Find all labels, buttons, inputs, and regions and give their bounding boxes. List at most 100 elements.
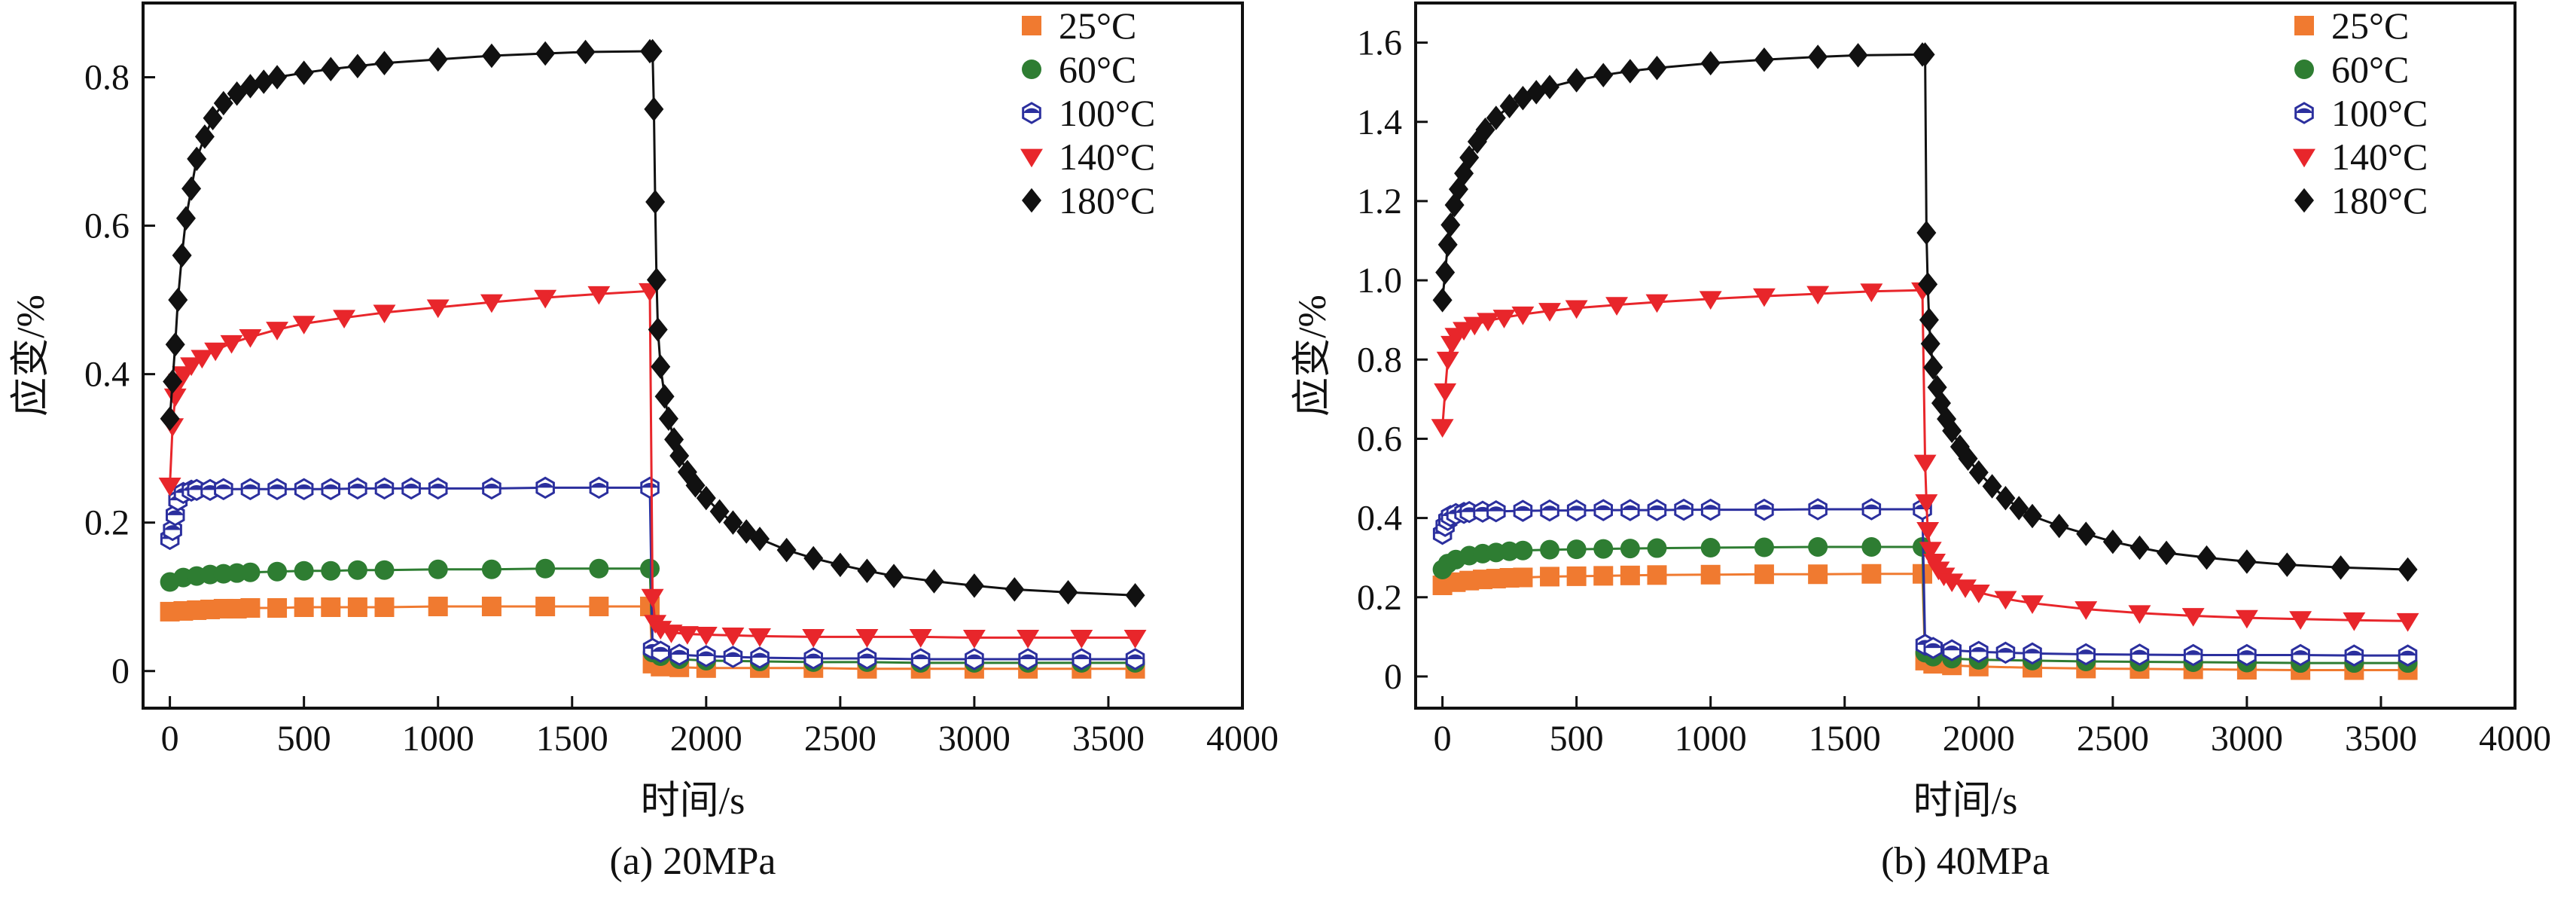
chart-b-data-point	[1808, 564, 1828, 585]
chart-a-data-point	[240, 562, 261, 582]
chart-a-legend-marker	[1022, 102, 1041, 124]
chart-a-data-point	[214, 478, 233, 501]
chart-a-data-point	[480, 294, 503, 313]
chart-b-series-2	[1432, 498, 2418, 667]
chart-b-data-point	[1916, 521, 1940, 541]
chart-a-data-point	[587, 286, 611, 305]
chart-b-xtick-label: 1000	[1675, 719, 1747, 759]
chart-b-data-point	[1538, 303, 1561, 322]
chart-b-data-point	[1647, 499, 1667, 521]
chart-a-data-point	[347, 53, 367, 78]
chart-b-data-point	[1754, 537, 1774, 557]
chart-b-ytick-label: 0.6	[1357, 419, 1402, 459]
chart-a-xtick-label: 3000	[938, 719, 1011, 759]
chart-a-data-point	[589, 476, 609, 499]
chart-a-legend-marker	[1022, 188, 1041, 213]
chart-a-data-point	[428, 597, 448, 617]
chart-b-ytick-label: 0.2	[1357, 578, 1402, 618]
chart-a-xtick-label: 0	[161, 719, 179, 759]
chart-a-data-point	[642, 38, 663, 64]
chart-b-data-point	[1942, 418, 1962, 444]
chart-b-data-point	[1593, 63, 1614, 87]
chart-a-data-point	[240, 74, 261, 99]
chart-a-data-point	[694, 627, 718, 646]
chart-b-legend-label: 180°C	[2331, 179, 2428, 221]
chart-b-data-point	[1913, 454, 1937, 474]
chart-a-data-point	[723, 510, 743, 535]
chart-a-data-point	[830, 552, 850, 578]
chart-b-ytick-label: 0.8	[1357, 340, 1402, 380]
chart-a-data-point	[803, 545, 824, 571]
chart-a-data-point	[1125, 582, 1145, 608]
chart-a-xtick-label: 1000	[402, 719, 474, 759]
chart-b-series-4	[1432, 42, 2418, 582]
chart-a-data-point	[640, 476, 660, 499]
chart-a-ytick-label: 0.6	[84, 206, 130, 246]
chart-a-data-point	[163, 369, 183, 394]
chart-b-data-point	[1620, 499, 1640, 521]
chart-b-data-point	[2021, 595, 2044, 614]
chart-b-data-point	[1437, 232, 1458, 258]
chart-b-data-point	[1511, 306, 1535, 325]
chart-a-data-point	[697, 645, 716, 667]
chart-a-xtick-label: 4000	[1206, 719, 1279, 759]
chart-a-data-point	[855, 629, 879, 648]
chart-b-legend-marker	[2293, 148, 2315, 168]
chart-b-data-point	[2076, 521, 2096, 546]
chart-b-data-point	[1861, 536, 1882, 557]
chart-a-legend-label: 180°C	[1059, 179, 1155, 221]
chart-b-xtick-label: 3500	[2345, 719, 2417, 759]
chart-b-data-point	[2183, 643, 2203, 667]
chart-b-legend-marker	[2294, 188, 2314, 213]
chart-a-data-point	[428, 47, 448, 72]
chart-a-data-point	[158, 478, 181, 496]
chart-a-legend-label: 25°C	[1059, 5, 1136, 47]
chart-b-data-point	[1486, 499, 1506, 523]
chart-b-frame	[1414, 2, 2517, 710]
chart-b-data-point	[2128, 605, 2151, 625]
chart-b-data-point	[2009, 496, 2029, 521]
chart-a-data-point	[428, 477, 448, 500]
chart-b-data-point	[1982, 474, 2002, 499]
chart-b-data-point	[2344, 644, 2364, 667]
chart-a-data-point	[267, 478, 287, 501]
chart-b-data-point	[1752, 288, 1776, 307]
chart-b-data-point	[2023, 503, 2043, 529]
chart-b-data-point	[1919, 307, 1939, 332]
chart-a-legend-marker	[1022, 60, 1041, 79]
chart-b-legend-label: 140°C	[2331, 136, 2428, 178]
chart-b-ytick-label: 0.4	[1357, 499, 1402, 539]
chart-a-data-point	[658, 406, 678, 431]
chart-a-data-point	[347, 560, 367, 580]
chart-a-legend-label: 140°C	[1059, 136, 1155, 178]
chart-b-data-point	[1647, 538, 1667, 558]
chart-a-data-point	[648, 317, 668, 342]
chart-a-data-point	[1125, 648, 1145, 670]
chart-a-data-point	[669, 643, 689, 666]
chart-b-data-point	[1860, 283, 1883, 303]
chart-a-data-point	[909, 629, 932, 648]
chart-b-data-point	[1513, 499, 1533, 522]
chart-b-ytick-label: 1.0	[1357, 261, 1402, 301]
chart-a-axes: 0 500 1000 1500 2000 2500 3000 3500 4000 0 0.2 0.4 0…	[84, 58, 1279, 759]
chart-a-data-point	[267, 597, 288, 618]
chart-b-data-point	[1808, 498, 1828, 521]
chart-a-data-point	[347, 597, 367, 618]
chart-a-data-point	[482, 477, 501, 500]
chart-a-data-point	[374, 597, 395, 618]
chart-a-data-point	[220, 334, 243, 354]
chart-a-data-point	[294, 60, 314, 85]
chart-b-ytick-label: 1.6	[1357, 23, 1402, 63]
chart-b-data-point	[1995, 486, 2016, 511]
chart-a-data-point	[213, 90, 233, 116]
chart-a-data-point	[723, 646, 743, 668]
chart-b-series-3	[1431, 282, 2419, 632]
chart-b-data-point	[1700, 564, 1721, 585]
chart-a-data-point	[641, 588, 664, 608]
chart-b-axes: 0 500 1000 1500 2000 2500 3000 3500 4000 0 0.2 0.4 0…	[1357, 23, 2551, 759]
chart-a-data-point	[669, 443, 690, 469]
chart-a-xtick-label: 1500	[536, 719, 608, 759]
chart-b-data-point	[1540, 499, 1559, 522]
chart-a: 0 500 1000 1500 2000 2500 3000 3500 4000 0 0.2 0.4 0…	[10, 2, 1279, 883]
chart-b-data-point	[1958, 446, 1978, 471]
